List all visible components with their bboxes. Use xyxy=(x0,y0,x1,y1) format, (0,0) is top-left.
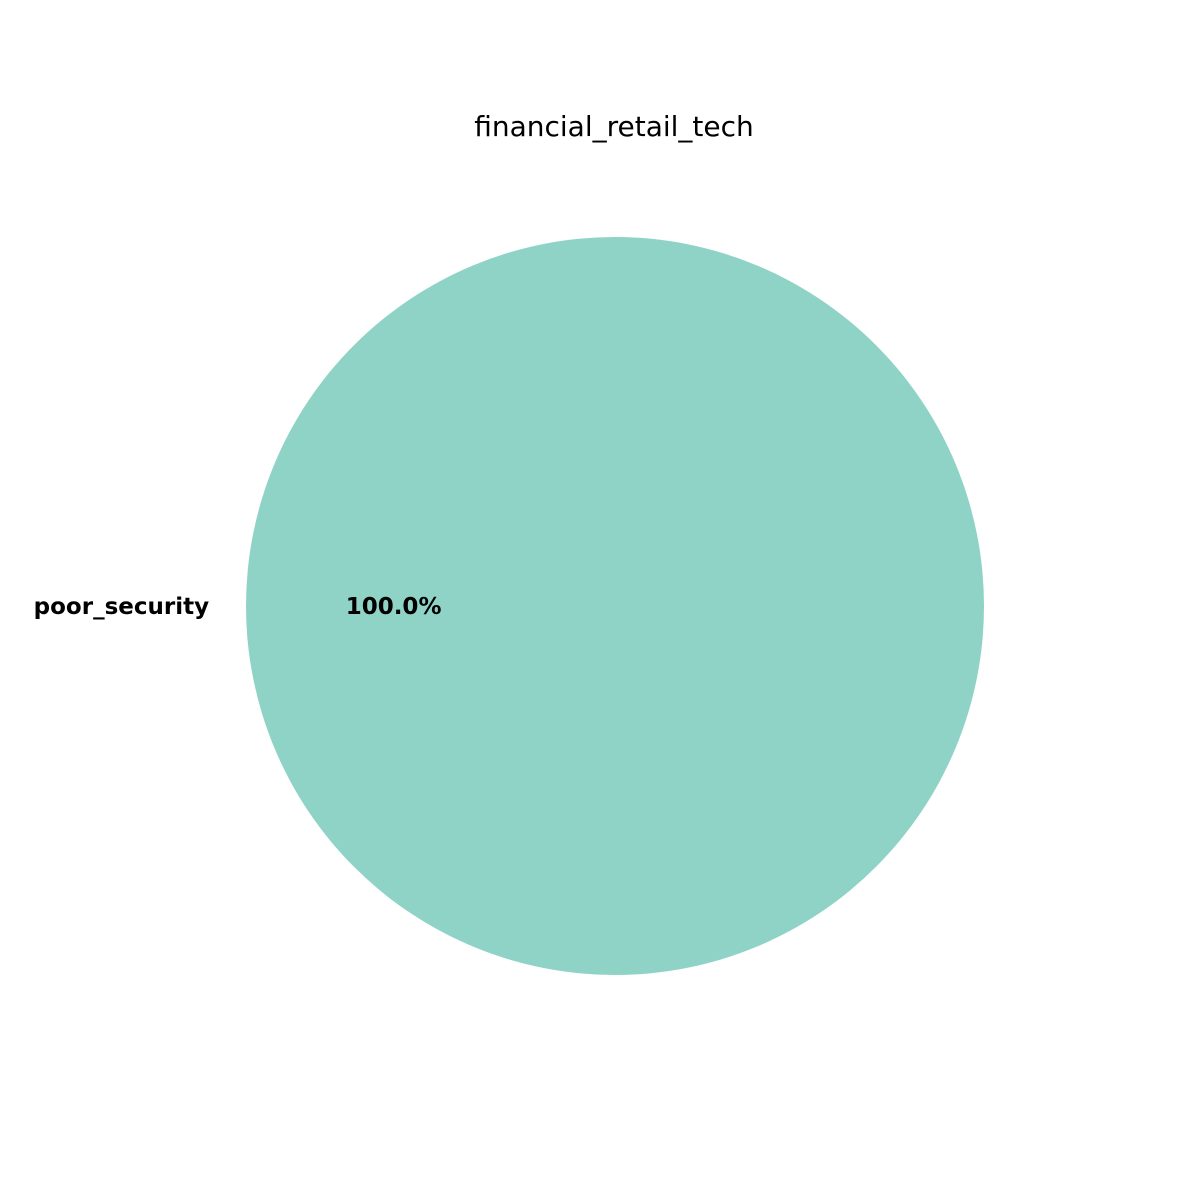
pie-slices: poor_security 100.0% xyxy=(34,237,984,975)
pie-slice-poor_security xyxy=(246,237,984,975)
chart-title: financial_retail_tech xyxy=(474,110,754,143)
slice-percent-label: 100.0% xyxy=(346,594,442,620)
slice-label: poor_security xyxy=(34,594,209,620)
